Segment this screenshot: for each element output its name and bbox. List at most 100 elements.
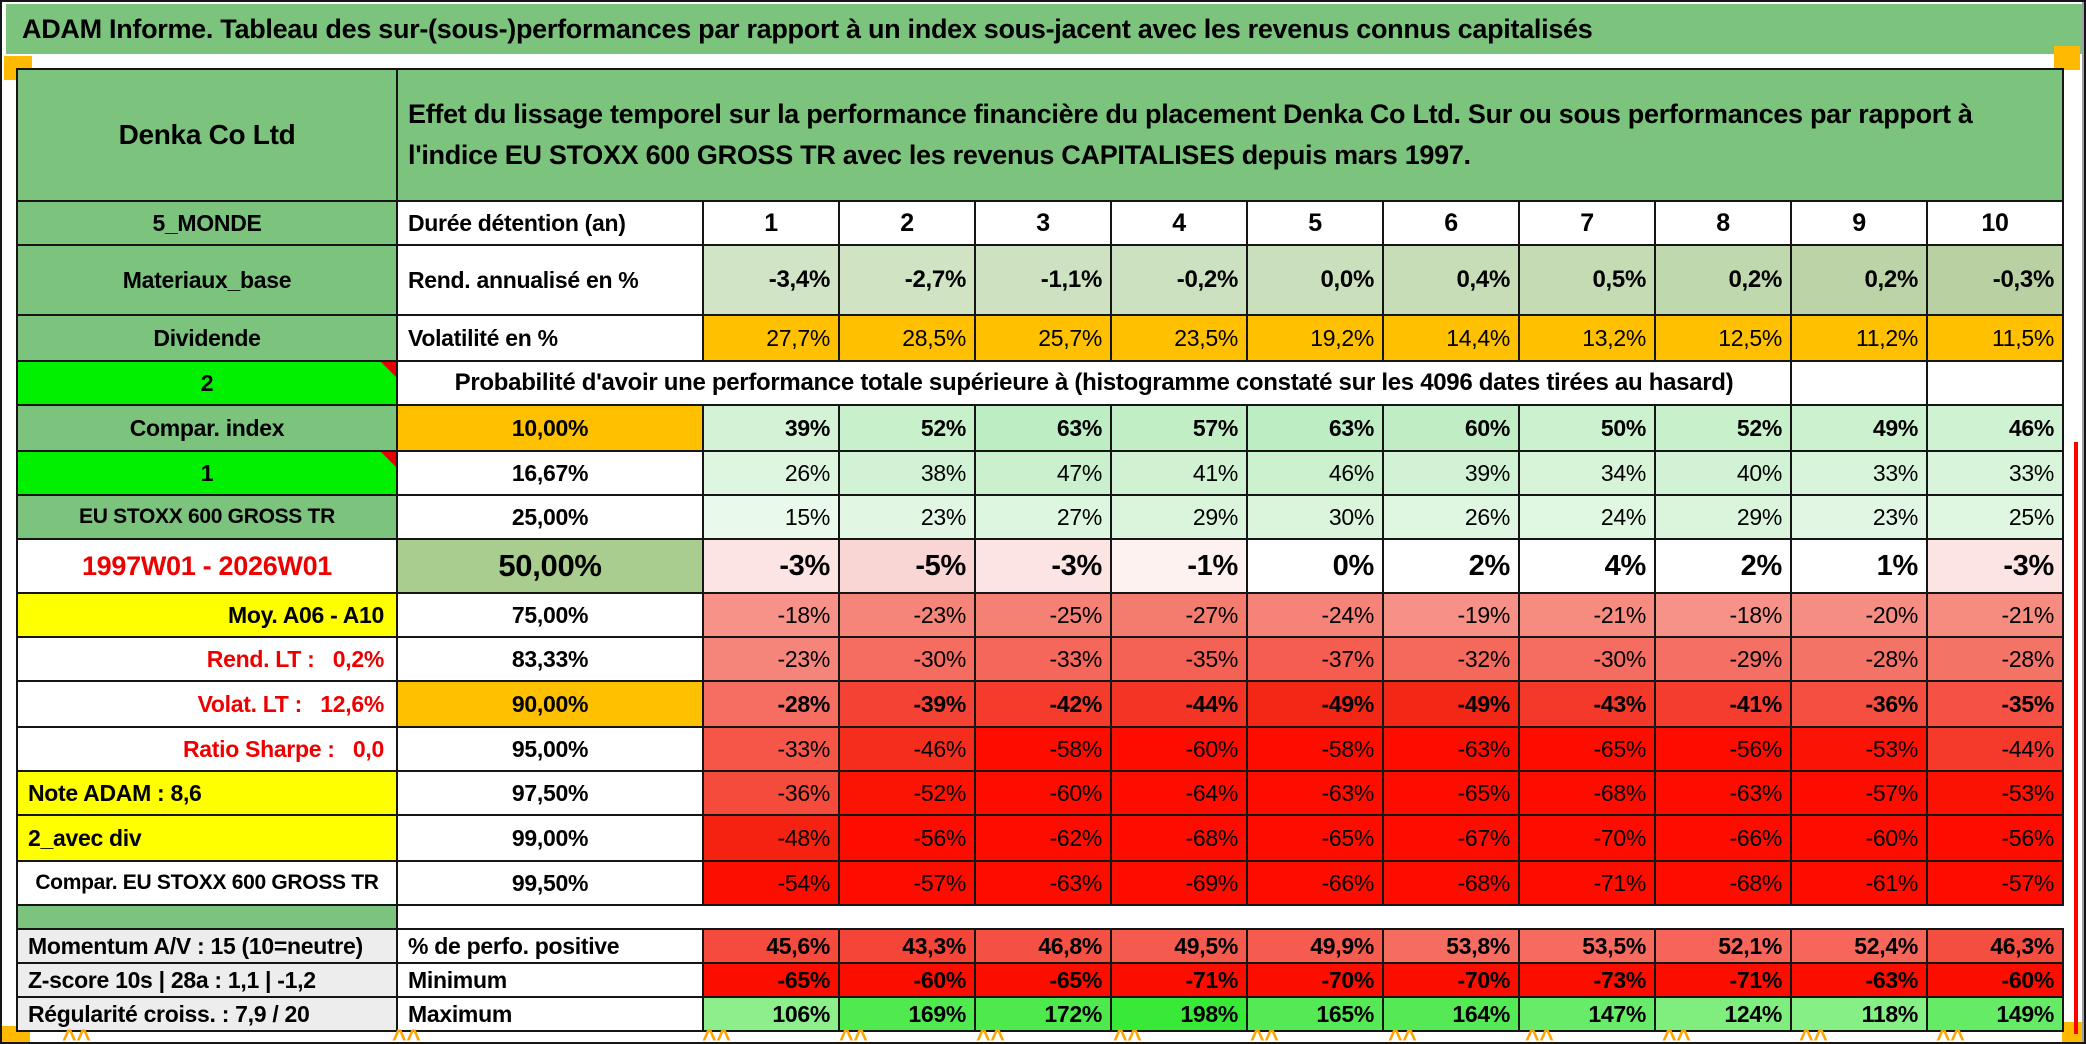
cell-p90-label[interactable]: Volat. LT : 12,6% — [16, 680, 398, 728]
cell-duree-detention-y10[interactable]: 10 — [1926, 200, 2064, 246]
cell-p16-sublabel[interactable]: 16,67% — [396, 450, 704, 496]
cell-p83-y4[interactable]: -35% — [1110, 636, 1248, 682]
cell-rend-annualise-y5[interactable]: 0,0% — [1246, 244, 1384, 316]
cell-p90-y3[interactable]: -42% — [974, 680, 1112, 728]
cell-p83-y7[interactable]: -30% — [1518, 636, 1656, 682]
cell-header-caption[interactable]: Effet du lissage temporel sur la perform… — [396, 68, 2064, 202]
cell-duree-detention-y5[interactable]: 5 — [1246, 200, 1384, 246]
cell-p83-y5[interactable]: -37% — [1246, 636, 1384, 682]
cell-minimum-y7[interactable]: -73% — [1518, 962, 1656, 998]
cell-p99-label[interactable]: 2_avec div — [16, 814, 398, 862]
cell-p16-y10[interactable]: 33% — [1926, 450, 2064, 496]
cell-p25-y9[interactable]: 23% — [1790, 494, 1928, 540]
cell-maximum-sublabel[interactable]: Maximum — [396, 996, 704, 1032]
cell-p10-y2[interactable]: 52% — [838, 404, 976, 452]
cell-volatilite-y10[interactable]: 11,5% — [1926, 314, 2064, 362]
cell-p83-y6[interactable]: -32% — [1382, 636, 1520, 682]
cell-p50-label[interactable]: 1997W01 - 2026W01 — [16, 538, 398, 594]
cell-p90-y4[interactable]: -44% — [1110, 680, 1248, 728]
cell-p90-sublabel[interactable]: 90,00% — [396, 680, 704, 728]
cell-maximum-y8[interactable]: 124% — [1654, 996, 1792, 1032]
cell-volatilite-y8[interactable]: 12,5% — [1654, 314, 1792, 362]
cell-minimum-sublabel[interactable]: Minimum — [396, 962, 704, 998]
cell-p50-y4[interactable]: -1% — [1110, 538, 1248, 594]
cell-p50-sublabel[interactable]: 50,00% — [396, 538, 704, 594]
cell-p99-5-y4[interactable]: -69% — [1110, 860, 1248, 906]
cell-perfo-positive-y1[interactable]: 45,6% — [702, 928, 840, 964]
cell-p90-y9[interactable]: -36% — [1790, 680, 1928, 728]
cell-maximum-y9[interactable]: 118% — [1790, 996, 1928, 1032]
cell-volatilite-y3[interactable]: 25,7% — [974, 314, 1112, 362]
cell-volatilite-y6[interactable]: 14,4% — [1382, 314, 1520, 362]
cell-p83-label[interactable]: Rend. LT : 0,2% — [16, 636, 398, 682]
cell-duree-detention-y2[interactable]: 2 — [838, 200, 976, 246]
cell-p99-y1[interactable]: -48% — [702, 814, 840, 862]
cell-p99-5-sublabel[interactable]: 99,50% — [396, 860, 704, 906]
cell-p95-y6[interactable]: -63% — [1382, 726, 1520, 772]
cell-p99-y2[interactable]: -56% — [838, 814, 976, 862]
cell-perfo-positive-label[interactable]: Momentum A/V : 15 (10=neutre) — [16, 928, 398, 964]
cell-rend-annualise-y7[interactable]: 0,5% — [1518, 244, 1656, 316]
cell-maximum-y1[interactable]: 106% — [702, 996, 840, 1032]
cell-p75-y6[interactable]: -19% — [1382, 592, 1520, 638]
cell-duree-detention-label[interactable]: 5_MONDE — [16, 200, 398, 246]
cell-p25-sublabel[interactable]: 25,00% — [396, 494, 704, 540]
cell-p25-y7[interactable]: 24% — [1518, 494, 1656, 540]
cell-perfo-positive-y8[interactable]: 52,1% — [1654, 928, 1792, 964]
cell-p75-y2[interactable]: -23% — [838, 592, 976, 638]
cell-maximum-y6[interactable]: 164% — [1382, 996, 1520, 1032]
cell-p16-y5[interactable]: 46% — [1246, 450, 1384, 496]
cell-p50-y10[interactable]: -3% — [1926, 538, 2064, 594]
cell-p97-5-y4[interactable]: -64% — [1110, 770, 1248, 816]
cell-minimum-y1[interactable]: -65% — [702, 962, 840, 998]
cell-p99-5-y8[interactable]: -68% — [1654, 860, 1792, 906]
cell-p10-y10[interactable]: 46% — [1926, 404, 2064, 452]
cell-maximum-y3[interactable]: 172% — [974, 996, 1112, 1032]
cell-p90-y2[interactable]: -39% — [838, 680, 976, 728]
cell-duree-detention-y1[interactable]: 1 — [702, 200, 840, 246]
cell-p99-5-y3[interactable]: -63% — [974, 860, 1112, 906]
cell-p50-y3[interactable]: -3% — [974, 538, 1112, 594]
cell-p75-y10[interactable]: -21% — [1926, 592, 2064, 638]
cell-p99-5-y9[interactable]: -61% — [1790, 860, 1928, 906]
cell-p95-y8[interactable]: -56% — [1654, 726, 1792, 772]
cell-minimum-label[interactable]: Z-score 10s | 28a : 1,1 | -1,2 — [16, 962, 398, 998]
cell-p97-5-y8[interactable]: -63% — [1654, 770, 1792, 816]
cell-p97-5-y2[interactable]: -52% — [838, 770, 976, 816]
cell-volatilite-y5[interactable]: 19,2% — [1246, 314, 1384, 362]
cell-p25-label[interactable]: EU STOXX 600 GROSS TR — [16, 494, 398, 540]
cell-probabilite-empty[interactable] — [1790, 360, 1928, 406]
cell-p10-sublabel[interactable]: 10,00% — [396, 404, 704, 452]
cell-p10-y9[interactable]: 49% — [1790, 404, 1928, 452]
cell-rend-annualise-y9[interactable]: 0,2% — [1790, 244, 1928, 316]
cell-p16-y3[interactable]: 47% — [974, 450, 1112, 496]
cell-p25-y5[interactable]: 30% — [1246, 494, 1384, 540]
cell-p25-y2[interactable]: 23% — [838, 494, 976, 540]
cell-p50-y2[interactable]: -5% — [838, 538, 976, 594]
cell-p16-y6[interactable]: 39% — [1382, 450, 1520, 496]
cell-rend-annualise-y4[interactable]: -0,2% — [1110, 244, 1248, 316]
cell-p25-y1[interactable]: 15% — [702, 494, 840, 540]
cell-minimum-y3[interactable]: -65% — [974, 962, 1112, 998]
cell-p10-y3[interactable]: 63% — [974, 404, 1112, 452]
cell-p16-y4[interactable]: 41% — [1110, 450, 1248, 496]
cell-p99-y5[interactable]: -65% — [1246, 814, 1384, 862]
cell-p75-y3[interactable]: -25% — [974, 592, 1112, 638]
cell-p25-y10[interactable]: 25% — [1926, 494, 2064, 540]
cell-rend-annualise-y2[interactable]: -2,7% — [838, 244, 976, 316]
cell-p99-y8[interactable]: -66% — [1654, 814, 1792, 862]
cell-p97-5-y9[interactable]: -57% — [1790, 770, 1928, 816]
cell-p75-y1[interactable]: -18% — [702, 592, 840, 638]
cell-p25-y8[interactable]: 29% — [1654, 494, 1792, 540]
cell-p95-y10[interactable]: -44% — [1926, 726, 2064, 772]
cell-maximum-y5[interactable]: 165% — [1246, 996, 1384, 1032]
cell-volatilite-y2[interactable]: 28,5% — [838, 314, 976, 362]
cell-maximum-y10[interactable]: 149% — [1926, 996, 2064, 1032]
cell-p90-y5[interactable]: -49% — [1246, 680, 1384, 728]
cell-p95-y5[interactable]: -58% — [1246, 726, 1384, 772]
cell-duree-detention-sublabel[interactable]: Durée détention (an) — [396, 200, 704, 246]
cell-header-label[interactable]: Denka Co Ltd — [16, 68, 398, 202]
cell-minimum-y10[interactable]: -60% — [1926, 962, 2064, 998]
cell-p99-5-y2[interactable]: -57% — [838, 860, 976, 906]
cell-p10-y6[interactable]: 60% — [1382, 404, 1520, 452]
